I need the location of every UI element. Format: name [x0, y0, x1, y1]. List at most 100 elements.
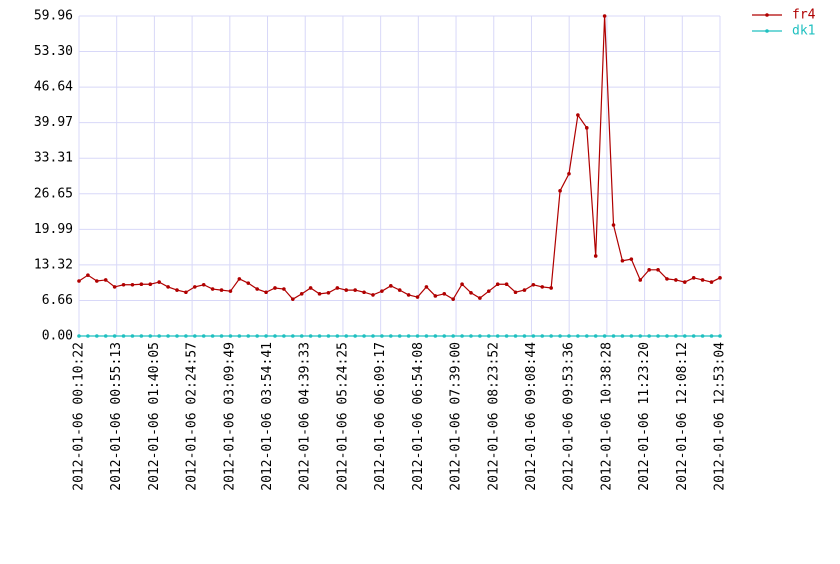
data-point	[157, 280, 161, 284]
data-point	[424, 285, 429, 289]
data-point	[103, 334, 108, 338]
y-tick-label: 0.00	[42, 329, 73, 344]
data-point	[629, 257, 634, 261]
data-point	[362, 290, 366, 295]
data-point	[540, 285, 545, 289]
x-tick-label: 2012-01-06 10:38:28	[599, 342, 614, 491]
data-point	[549, 334, 553, 338]
x-tick-label: 2012-01-06 07:39:00	[449, 342, 464, 491]
data-point	[344, 334, 349, 338]
x-tick-label: 2012-01-06 06:54:08	[411, 342, 426, 491]
data-point	[442, 292, 447, 296]
data-point	[451, 297, 455, 301]
legend-marker	[765, 29, 769, 33]
data-point	[602, 334, 607, 338]
x-tick-label: 2012-01-06 01:40:05	[147, 342, 162, 491]
data-point	[148, 282, 153, 287]
data-point	[584, 334, 589, 338]
data-point	[166, 334, 170, 338]
data-point	[424, 334, 429, 338]
data-point	[371, 293, 375, 297]
data-point	[442, 334, 447, 338]
data-point	[201, 334, 206, 338]
data-point	[282, 287, 286, 291]
data-point	[228, 334, 233, 338]
data-point	[558, 334, 562, 338]
y-tick-label: 19.99	[34, 222, 73, 237]
data-point	[495, 282, 500, 287]
data-point	[513, 334, 518, 338]
data-point	[193, 285, 197, 289]
data-point	[567, 171, 571, 176]
data-point	[647, 268, 651, 272]
data-point	[389, 334, 393, 338]
data-point	[362, 334, 366, 338]
data-point	[576, 113, 580, 117]
data-point	[210, 287, 215, 291]
data-point	[282, 334, 286, 338]
y-tick-label: 53.30	[34, 44, 73, 59]
data-point	[567, 334, 571, 338]
data-point	[148, 334, 153, 338]
data-point	[255, 334, 259, 338]
data-point	[531, 334, 536, 338]
x-tick-label: 2012-01-06 00:55:13	[109, 342, 124, 491]
y-tick-label: 33.31	[34, 151, 73, 166]
data-point	[486, 289, 491, 293]
data-point	[691, 276, 696, 280]
data-point	[620, 334, 625, 338]
data-point	[504, 282, 509, 287]
data-point	[397, 288, 402, 292]
data-point	[246, 281, 251, 285]
data-point	[709, 334, 714, 338]
data-point	[682, 334, 687, 338]
data-point	[86, 334, 90, 338]
data-point	[237, 277, 242, 281]
data-point	[121, 282, 126, 287]
data-point	[299, 292, 304, 296]
data-point	[237, 334, 242, 338]
data-point	[620, 258, 625, 263]
data-point	[273, 286, 277, 290]
data-point	[531, 282, 536, 287]
data-point	[656, 268, 660, 272]
data-point	[353, 334, 357, 338]
data-point	[112, 285, 117, 289]
x-tick-label: 2012-01-06 09:08:44	[524, 342, 539, 491]
data-point	[718, 276, 722, 280]
data-point	[77, 334, 81, 338]
data-point	[665, 334, 669, 338]
x-tick-label: 2012-01-06 09:53:36	[562, 342, 577, 491]
x-tick-label: 2012-01-06 05:24:25	[335, 342, 350, 491]
data-point	[157, 334, 161, 338]
y-tick-label: 39.97	[34, 115, 73, 130]
data-point	[139, 334, 144, 338]
data-point	[406, 293, 411, 297]
data-point	[246, 334, 251, 338]
data-point	[264, 290, 268, 295]
data-point	[184, 334, 188, 338]
data-point	[415, 334, 420, 338]
data-point	[576, 334, 580, 338]
data-point	[103, 278, 108, 282]
data-point	[273, 334, 277, 338]
data-point	[219, 288, 224, 292]
data-point	[121, 334, 126, 338]
data-point	[656, 334, 660, 338]
data-point	[335, 334, 340, 338]
data-point	[299, 334, 304, 338]
data-point	[709, 280, 714, 284]
x-tick-label: 2012-01-06 12:08:12	[675, 342, 690, 491]
data-point	[433, 334, 438, 338]
data-point	[228, 289, 233, 293]
data-point	[469, 334, 473, 338]
data-point	[611, 334, 616, 338]
data-point	[130, 334, 135, 338]
data-point	[210, 334, 215, 338]
data-point	[522, 334, 527, 338]
data-point	[522, 288, 527, 292]
data-point	[95, 334, 99, 338]
x-tick-label: 2012-01-06 06:09:17	[373, 342, 388, 491]
data-point	[718, 334, 722, 338]
